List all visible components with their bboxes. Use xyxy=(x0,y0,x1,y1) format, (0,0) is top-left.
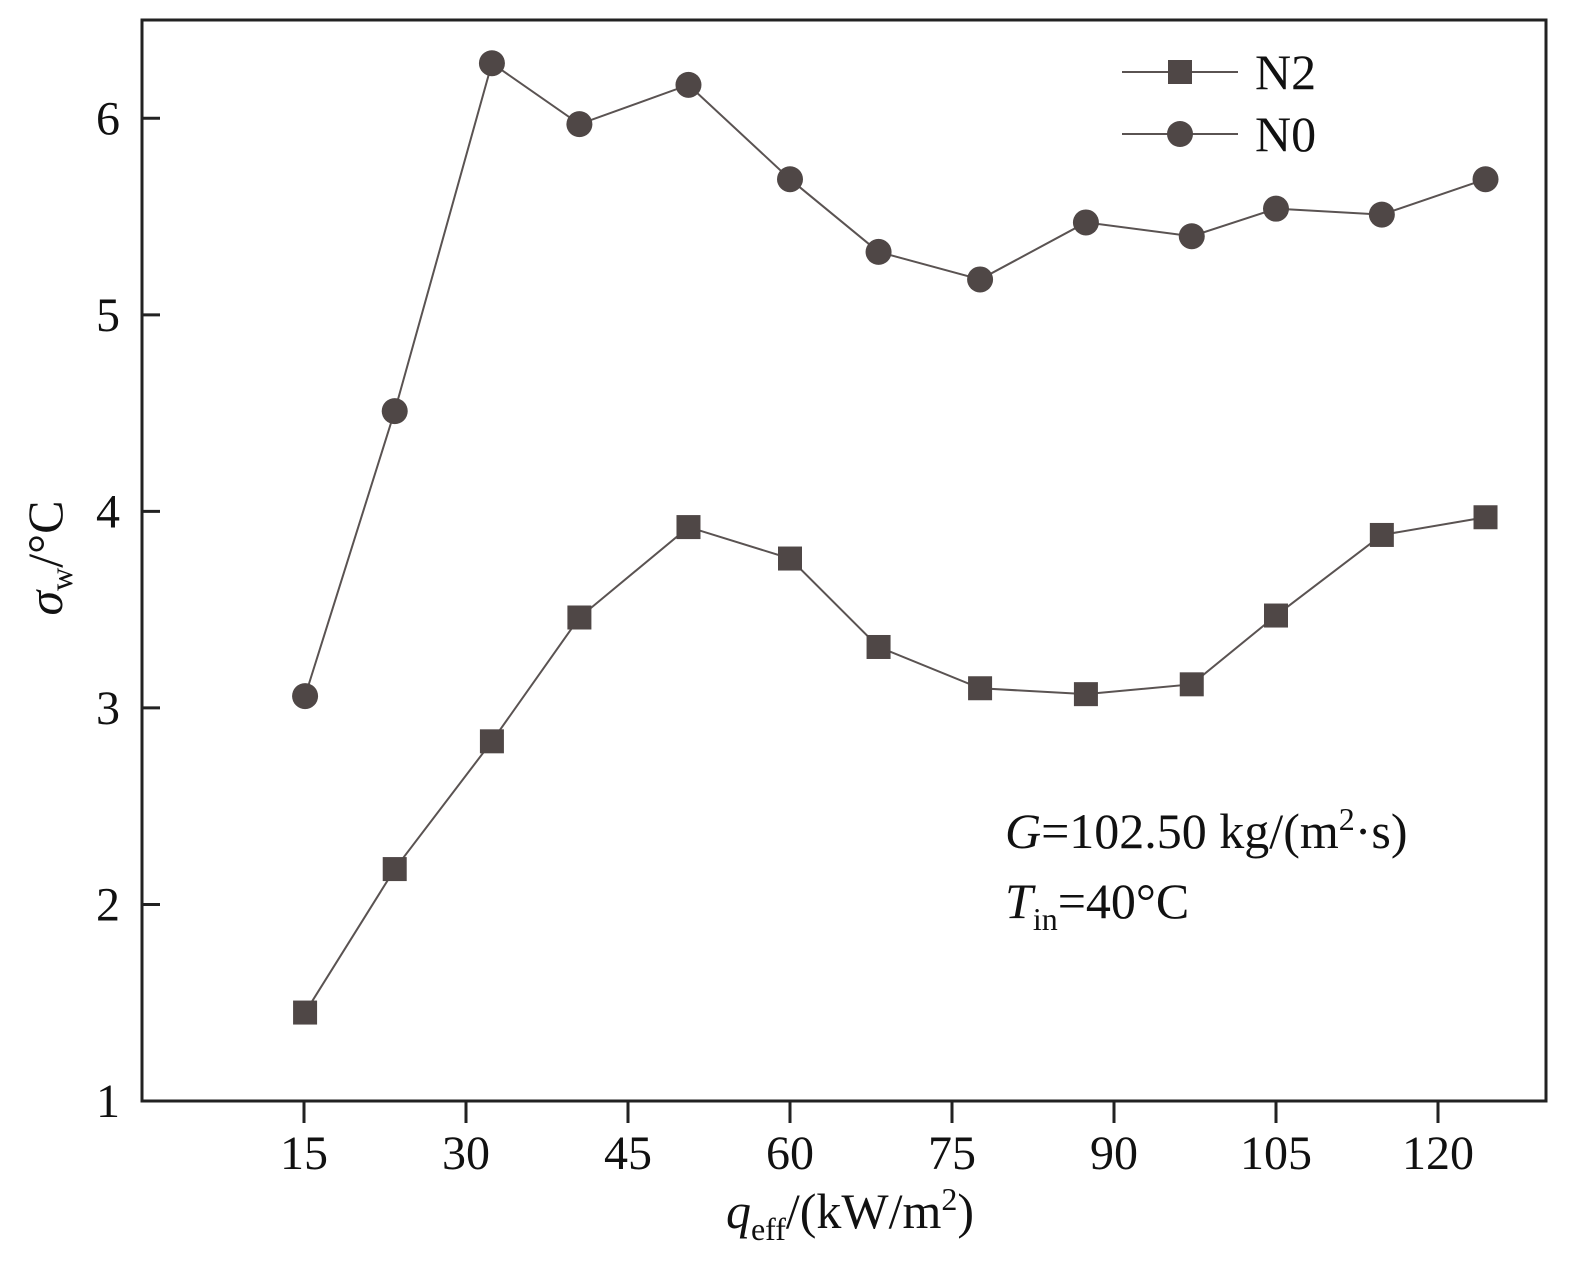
x-axis-title: qeff/(kW/m2) xyxy=(726,1181,974,1247)
x-tick-label: 105 xyxy=(1240,1127,1312,1180)
series-n0-point xyxy=(865,238,892,265)
series-n2-point xyxy=(866,634,891,659)
plot-frame xyxy=(140,18,1548,1103)
series-n0-point xyxy=(777,166,803,193)
series-n2-point xyxy=(1073,682,1098,707)
series-n0-point xyxy=(1178,223,1205,250)
legend-item-n0: N0 xyxy=(1122,106,1316,162)
series-n2-point xyxy=(1473,505,1498,530)
x-tick-label: 30 xyxy=(442,1127,490,1180)
series-n2-point xyxy=(1179,672,1204,697)
y-tick-label: 2 xyxy=(96,878,120,931)
series-n0-point xyxy=(478,50,505,77)
legend-marker xyxy=(1167,121,1193,147)
series-n2-point xyxy=(293,1000,318,1025)
series-n2-point xyxy=(479,729,504,754)
y-tick-label: 1 xyxy=(96,1075,120,1128)
series-n0-point xyxy=(1472,166,1499,193)
series-layer xyxy=(292,50,1499,1025)
y-axis-title: σw/°C xyxy=(17,500,79,615)
x-tick-label: 45 xyxy=(604,1127,652,1180)
series-n0-point xyxy=(566,111,593,138)
series-n0-point xyxy=(1072,209,1099,236)
series-n2 xyxy=(293,505,1498,1025)
series-n0-point xyxy=(1368,201,1395,228)
x-tick-label: 15 xyxy=(280,1127,328,1180)
series-n2-point xyxy=(778,546,802,571)
legend-label: N0 xyxy=(1255,106,1316,162)
legend-item-n2: N2 xyxy=(1122,44,1316,100)
series-n2-point xyxy=(1369,522,1394,547)
y-tick-label: 6 xyxy=(96,92,120,145)
series-n0-point xyxy=(967,266,994,293)
series-n2-point xyxy=(968,676,993,701)
series-n0-point xyxy=(675,71,702,98)
y-tick-label: 5 xyxy=(96,289,120,342)
series-n2-point xyxy=(1264,603,1288,628)
x-tick-label: 60 xyxy=(766,1127,814,1180)
annotation-inlet-temp: Tin=40°C xyxy=(1005,873,1189,937)
series-n0-point xyxy=(292,683,319,710)
legend-marker xyxy=(1168,60,1192,84)
series-n0-point xyxy=(1263,195,1289,222)
series-n2-point xyxy=(567,605,592,630)
x-tick-label: 90 xyxy=(1090,1127,1138,1180)
y-tick-label: 3 xyxy=(96,682,120,735)
annotation-mass-flux: G=102.50 kg/(m2·s) xyxy=(1005,801,1408,859)
x-tick-label: 120 xyxy=(1402,1127,1474,1180)
series-n2-point xyxy=(382,857,407,882)
series-n2-line xyxy=(304,516,1486,1014)
legend-label: N2 xyxy=(1255,44,1316,100)
series-n2-point xyxy=(676,515,701,540)
x-tick-label: 75 xyxy=(928,1127,976,1180)
series-n0 xyxy=(292,50,1499,710)
series-n0-point xyxy=(381,398,408,425)
y-tick-label: 4 xyxy=(96,485,120,538)
